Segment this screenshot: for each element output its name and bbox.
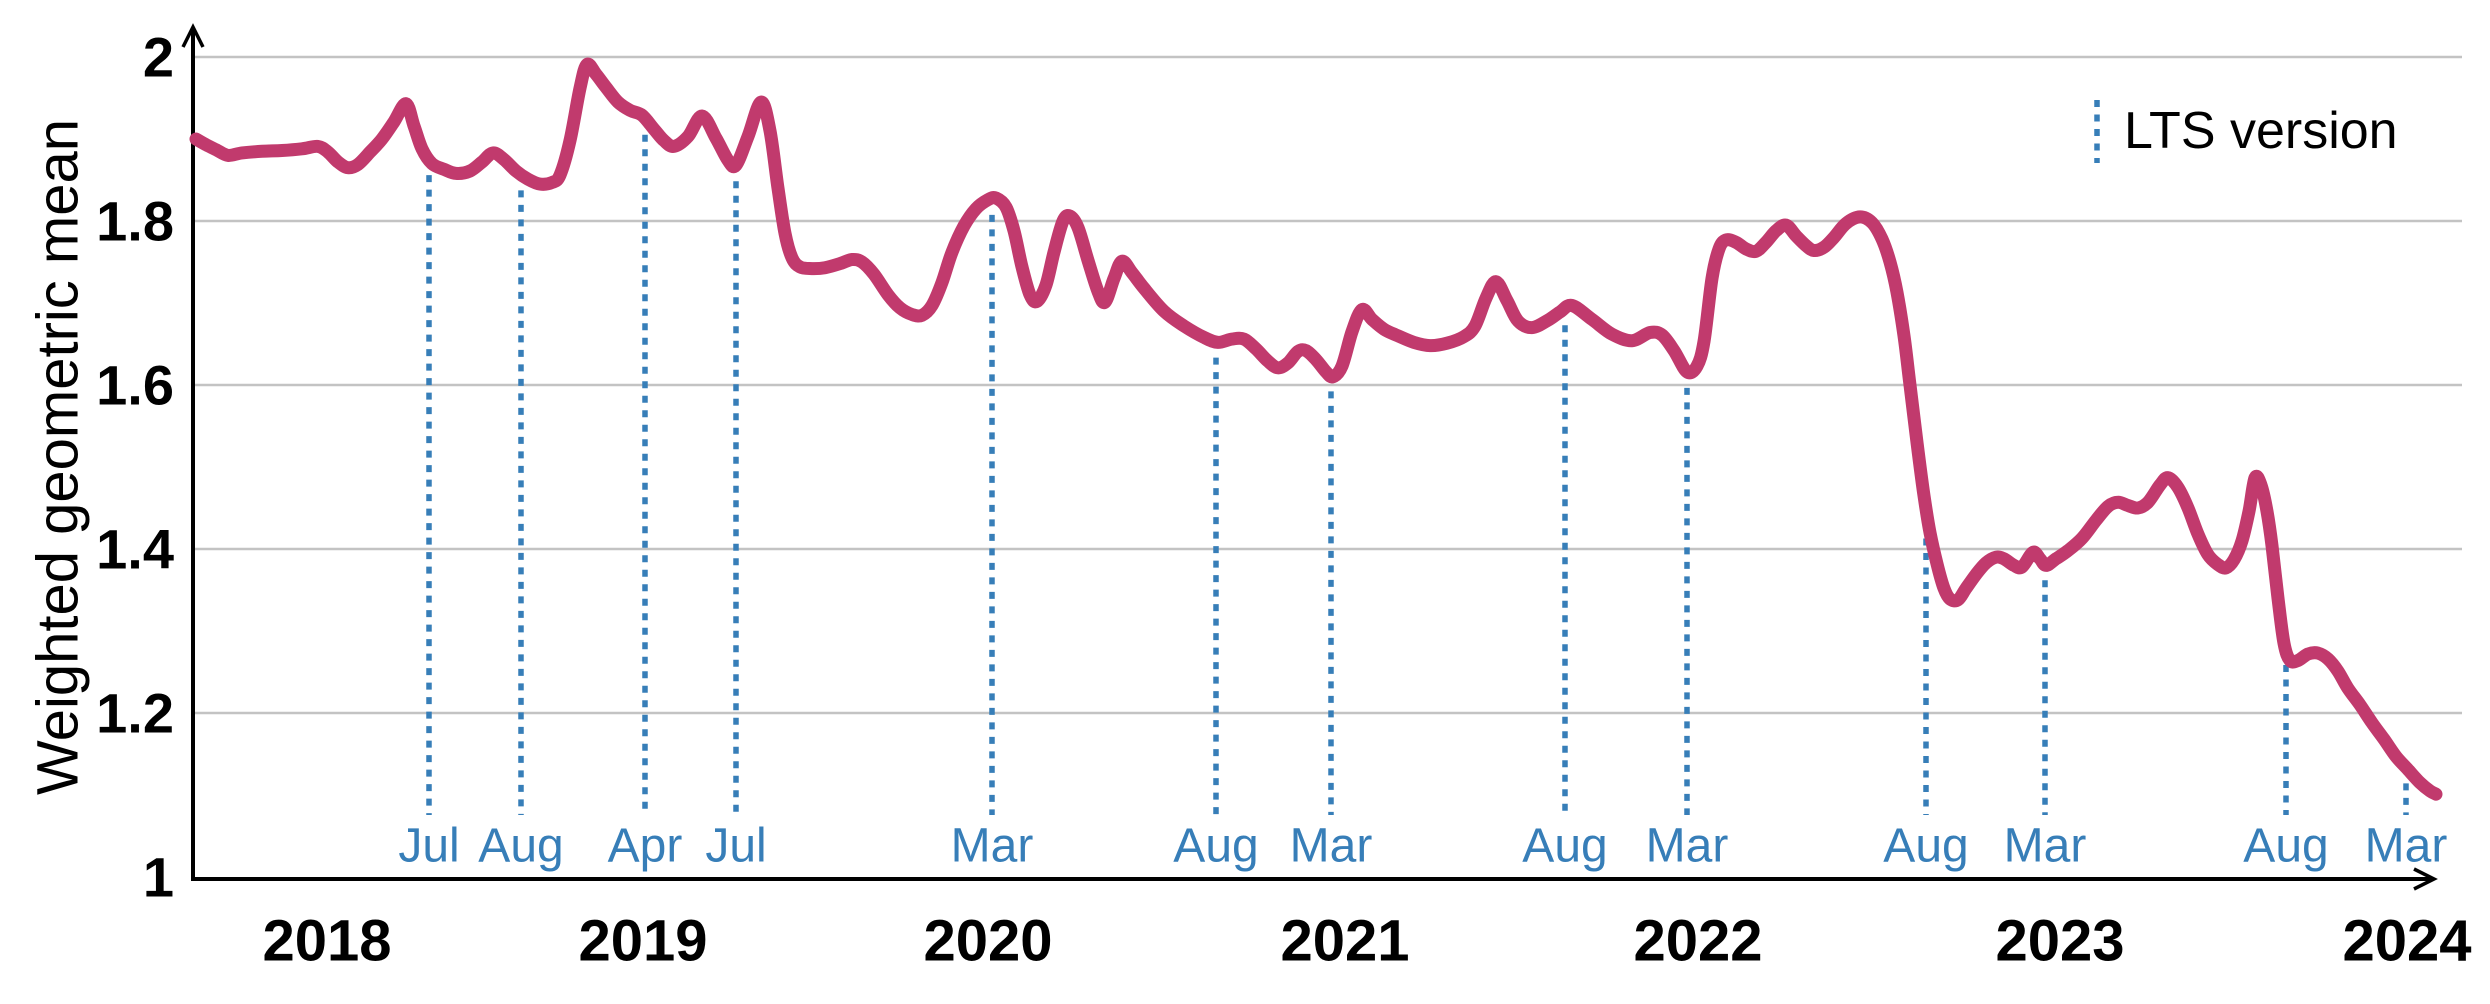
lts-month-label: Aug xyxy=(1522,820,1607,873)
lts-month-label: Aug xyxy=(478,820,563,873)
y-axis-title: Weighted geometric mean xyxy=(26,119,91,795)
x-tick-label-year: 2019 xyxy=(578,909,707,974)
lts-month-label: Mar xyxy=(2004,820,2087,873)
x-tick-label-year: 2020 xyxy=(923,909,1052,974)
lts-month-label: Aug xyxy=(2243,820,2328,873)
series-line xyxy=(189,57,2443,801)
lts-month-label: Jul xyxy=(398,820,459,873)
x-axis-arrowhead-icon xyxy=(2413,867,2438,891)
lts-month-label: Mar xyxy=(2365,820,2448,873)
y-tick-label: 1.6 xyxy=(96,354,174,417)
y-tick-label: 1.4 xyxy=(96,518,174,581)
x-tick-label-year: 2023 xyxy=(1995,909,2124,974)
lts-month-label: Jul xyxy=(705,820,766,873)
lts-month-label: Aug xyxy=(1173,820,1258,873)
x-tick-label-year: 2022 xyxy=(1633,909,1762,974)
lts-month-label: Mar xyxy=(951,820,1034,873)
y-tick-label: 1.2 xyxy=(96,682,174,745)
lts-month-label: Apr xyxy=(608,820,683,873)
x-tick-label-year: 2018 xyxy=(262,909,391,974)
lts-month-label: Mar xyxy=(1646,820,1729,873)
y-tick-label: 2 xyxy=(143,26,174,89)
legend-label: LTS version xyxy=(2124,102,2398,160)
y-tick-label: 1 xyxy=(143,846,174,909)
lts-month-label: Aug xyxy=(1883,820,1968,873)
x-tick-label-year: 2024 xyxy=(2342,909,2471,974)
lts-month-label: Mar xyxy=(1290,820,1373,873)
y-tick-label: 1.8 xyxy=(96,190,174,253)
y-axis-arrowhead-icon xyxy=(181,23,205,48)
x-tick-label-year: 2021 xyxy=(1280,909,1409,974)
